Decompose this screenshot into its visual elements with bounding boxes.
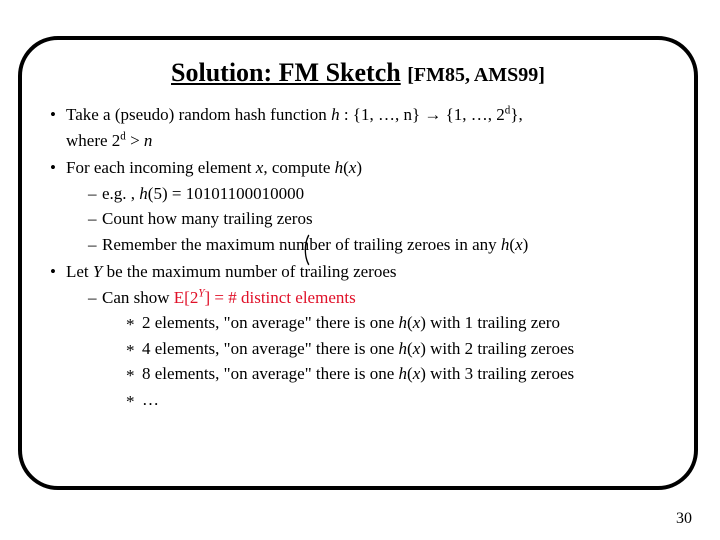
text: ) with 1 trailing zero	[420, 313, 560, 332]
var-h: h	[399, 364, 408, 383]
text: e.g. ,	[102, 184, 139, 203]
arrow-icon: →	[424, 105, 441, 124]
text: 8 elements, "on average" there is one	[142, 364, 399, 383]
text: >	[126, 131, 144, 150]
text: E[2	[174, 288, 199, 307]
slide-frame: Solution: FM Sketch [FM85, AMS99] Take a…	[18, 36, 698, 490]
text: ) with 3 trailing zeroes	[420, 364, 574, 383]
text: where 2	[66, 131, 120, 150]
text: be the maximum number of trailing zeroes	[102, 262, 396, 281]
text: Can show	[102, 288, 174, 307]
star-ellipsis: …	[126, 387, 672, 413]
text: Let	[66, 262, 93, 281]
text: )	[356, 158, 362, 177]
text: : {1, …, n}	[340, 105, 425, 124]
text: Count how many trailing zeros	[102, 209, 313, 228]
sub-remember: Remember the maximum number of trailing …	[88, 232, 672, 258]
text: (5) = 10101100010000	[148, 184, 304, 203]
text: 2 elements, "on average" there is one	[142, 313, 399, 332]
var-n: n	[144, 131, 153, 150]
text: Take a (pseudo) random hash function	[66, 105, 331, 124]
text: {1, …, 2	[441, 105, 504, 124]
star-4: 4 elements, "on average" there is one h(…	[126, 336, 672, 362]
text: )	[523, 235, 529, 254]
brace-icon: ︶	[288, 234, 314, 266]
bullet-2: For each incoming element x, compute h(x…	[50, 155, 672, 257]
bullet-1: Take a (pseudo) random hash function h :…	[50, 102, 672, 153]
sub-count: Count how many trailing zeros	[88, 206, 672, 232]
text: , compute	[263, 158, 334, 177]
star-8: 8 elements, "on average" there is one h(…	[126, 361, 672, 387]
text: ) with 2 trailing zeroes	[420, 339, 574, 358]
text: 4 elements, "on average" there is one	[142, 339, 399, 358]
text: For each incoming element	[66, 158, 256, 177]
var-h: h	[331, 105, 340, 124]
title-main: Solution: FM Sketch	[171, 58, 401, 87]
var-h: h	[139, 184, 148, 203]
star-2: 2 elements, "on average" there is one h(…	[126, 310, 672, 336]
page-number: 30	[676, 510, 692, 528]
var-h: h	[399, 313, 408, 332]
slide-title: Solution: FM Sketch [FM85, AMS99]	[44, 58, 672, 88]
var-h: h	[399, 339, 408, 358]
slide-content: Take a (pseudo) random hash function h :…	[44, 102, 672, 412]
text: },	[510, 105, 522, 124]
bullet-3: Let Y be the maximum number of trailing …	[50, 259, 672, 412]
var-h: h	[335, 158, 344, 177]
title-citation: [FM85, AMS99]	[407, 64, 545, 86]
sub-expectation: Can show E[2Y] = # distinct elements 2 e…	[88, 285, 672, 413]
sub-eg: e.g. , h(5) = 10101100010000	[88, 181, 672, 207]
var-x: x	[515, 235, 523, 254]
var-y: Y	[93, 262, 102, 281]
text: ] = # distinct elements	[204, 288, 355, 307]
text: …	[142, 390, 159, 409]
